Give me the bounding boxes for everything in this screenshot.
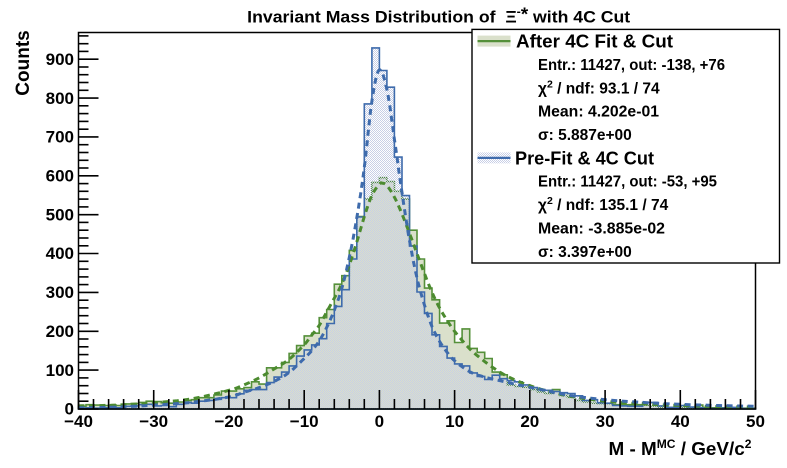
- svg-text:400: 400: [46, 244, 74, 263]
- svg-text:Mean: -3.885e-02: Mean: -3.885e-02: [538, 221, 665, 238]
- svg-text:500: 500: [46, 205, 74, 224]
- svg-text:M - MMC / GeV/c2: M - M MC / GeV/c 2: [609, 439, 752, 459]
- svg-text:σ: 5.887e+00: σ: 5.887e+00: [538, 127, 632, 144]
- svg-text:Entr.: 11427, out: -138, +76: Entr.: 11427, out: -138, +76: [538, 57, 725, 74]
- svg-text:20: 20: [520, 412, 539, 431]
- svg-text:χ2 / ndf: 135.1 / 74: χ2 / ndf: 135.1 / 74: [538, 195, 669, 214]
- svg-text:Counts: Counts: [13, 30, 34, 95]
- svg-text:After 4C Fit & Cut: After 4C Fit & Cut: [516, 32, 673, 52]
- svg-text:0: 0: [65, 400, 74, 419]
- svg-text:30: 30: [596, 412, 615, 431]
- svg-text:σ: 3.397e+00: σ: 3.397e+00: [538, 244, 632, 261]
- svg-text:Invariant Mass Distribution of: Invariant Mass Distribution of Ξ -* with …: [247, 5, 630, 27]
- svg-text:10: 10: [445, 412, 464, 431]
- svg-text:−40: −40: [64, 412, 93, 431]
- svg-text:−30: −30: [139, 412, 168, 431]
- svg-text:700: 700: [46, 128, 74, 147]
- svg-text:900: 900: [46, 50, 74, 69]
- svg-text:χ2 / ndf: 93.1 / 74: χ2 / ndf: 93.1 / 74: [538, 78, 660, 97]
- svg-text:−10: −10: [290, 412, 319, 431]
- svg-text:Mean: 4.202e-01: Mean: 4.202e-01: [538, 104, 659, 121]
- svg-text:50: 50: [746, 412, 765, 431]
- svg-text:100: 100: [46, 361, 74, 380]
- svg-text:Entr.: 11427, out: -53, +95: Entr.: 11427, out: -53, +95: [538, 174, 717, 191]
- svg-text:0: 0: [375, 412, 384, 431]
- svg-text:200: 200: [46, 322, 74, 341]
- svg-text:−20: −20: [214, 412, 243, 431]
- svg-text:300: 300: [46, 283, 74, 302]
- svg-text:40: 40: [671, 412, 690, 431]
- svg-text:Pre-Fit & 4C Cut: Pre-Fit & 4C Cut: [515, 148, 654, 168]
- svg-text:800: 800: [46, 89, 74, 108]
- svg-text:600: 600: [46, 167, 74, 186]
